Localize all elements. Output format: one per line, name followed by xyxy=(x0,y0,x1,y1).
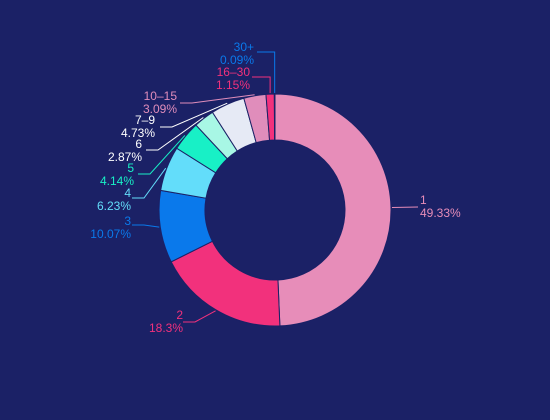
leader-line-3 xyxy=(132,224,160,228)
slice-value-label-2: 18.3% xyxy=(149,321,183,335)
slice-label-5: 5 xyxy=(127,161,134,175)
leader-line-2 xyxy=(183,310,216,323)
leader-line-7–9 xyxy=(160,102,228,128)
slice-1[interactable] xyxy=(274,93,392,327)
leader-line-10–15 xyxy=(180,94,255,104)
slice-value-label-3: 10.07% xyxy=(90,227,131,241)
slice-label-6: 6 xyxy=(135,137,142,151)
slice-label-16–30: 16–30 xyxy=(217,65,251,79)
slice-30+[interactable] xyxy=(273,93,276,141)
slice-label-7–9: 7–9 xyxy=(135,113,155,127)
leader-line-30+ xyxy=(257,51,276,94)
slice-value-label-7–9: 4.73% xyxy=(121,126,155,140)
leader-line-16–30 xyxy=(252,76,271,94)
slice-label-2: 2 xyxy=(176,308,183,322)
slice-value-label-4: 6.23% xyxy=(97,199,131,213)
slice-label-10–15: 10–15 xyxy=(144,89,178,103)
slice-label-1: 1 xyxy=(420,193,427,207)
leader-line-4 xyxy=(132,167,167,199)
slice-value-label-16–30: 1.15% xyxy=(216,78,250,92)
slice-value-label-5: 4.14% xyxy=(100,174,134,188)
leader-line-1 xyxy=(391,206,419,209)
leader-line-5 xyxy=(138,135,186,175)
slice-value-label-1: 49.33% xyxy=(420,206,461,220)
slice-value-label-30+: 0.09% xyxy=(220,53,254,67)
slice-label-3: 3 xyxy=(124,214,131,228)
slice-value-label-10–15: 3.09% xyxy=(143,102,177,116)
slice-value-label-6: 2.87% xyxy=(108,150,142,164)
slice-label-4: 4 xyxy=(124,186,131,200)
slice-label-30+: 30+ xyxy=(234,40,254,54)
leader-line-6 xyxy=(146,117,204,151)
